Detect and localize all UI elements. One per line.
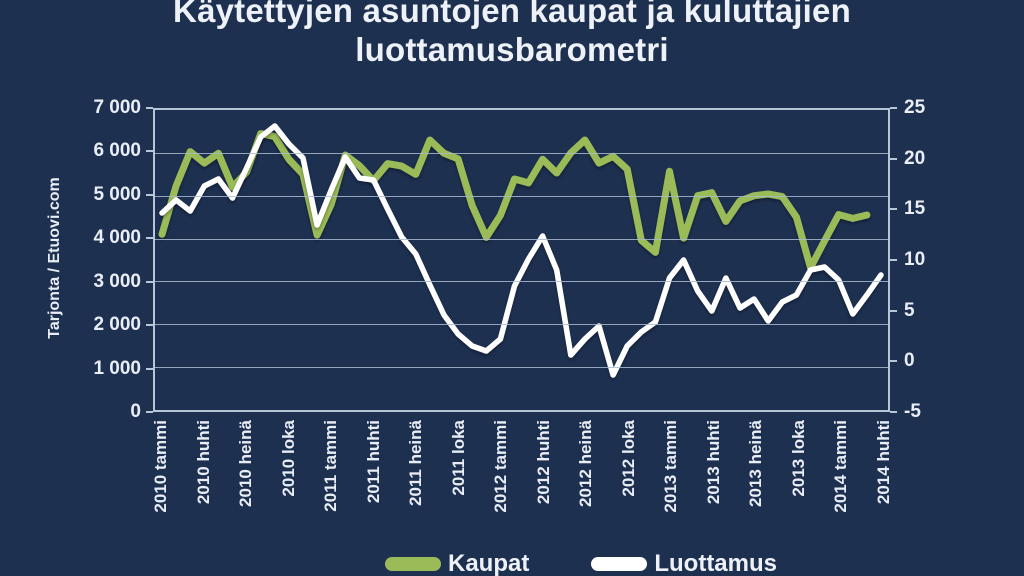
x-axis-tick-label: 2012 tammi	[491, 420, 511, 513]
gridline	[155, 281, 888, 283]
right-axis-tick	[890, 157, 897, 160]
left-axis-tick	[146, 237, 153, 240]
left-axis-tick-label: 7 000	[93, 97, 141, 118]
left-axis-tick-label: 2 000	[93, 314, 141, 336]
kaupat-legend-swatch	[385, 557, 441, 571]
chart-title-line1: Käytettyjen asuntojen kaupat ja kuluttaj…	[173, 0, 851, 29]
right-axis-tick	[890, 208, 897, 211]
right-axis-tick-label: 0	[904, 350, 915, 372]
plot-area	[153, 108, 890, 412]
x-axis-tick-label: 2014 tammi	[831, 420, 851, 513]
x-axis-tick-label: 2011 loka	[448, 420, 468, 496]
gridline	[155, 324, 888, 326]
left-axis-tick	[146, 280, 153, 283]
gridline	[155, 367, 888, 369]
left-axis-tick-label: 4 000	[93, 227, 141, 249]
right-axis-tick-label: 15	[904, 198, 926, 220]
x-axis-tick-label: 2012 heinä	[576, 420, 596, 507]
gridline	[155, 152, 888, 154]
chart-title: Käytettyjen asuntojen kaupat ja kuluttaj…	[0, 0, 1024, 69]
right-axis-tick-label: 25	[904, 97, 926, 118]
left-axis-tick-label: 5 000	[93, 183, 141, 205]
luottamus-legend-swatch	[591, 557, 648, 571]
x-axis-tick-label: 2010 heinä	[236, 420, 256, 507]
x-axis-tick-label: 2014 huhti	[873, 420, 893, 505]
kaupat-legend-label: Kaupat	[448, 550, 530, 576]
left-axis-tick	[146, 367, 153, 370]
left-axis-tick	[146, 411, 153, 413]
x-axis-tick-label: 2013 huhti	[703, 420, 723, 505]
x-axis-tick-label: 2011 heinä	[406, 420, 426, 507]
left-axis-tick-label: 1 000	[93, 357, 141, 379]
right-axis-tick-label: -5	[904, 401, 921, 422]
x-axis-tick-label: 2012 huhti	[533, 420, 553, 505]
legend: Kaupat Luottamus	[385, 551, 777, 576]
left-axis-tick	[146, 193, 153, 196]
gridline	[155, 238, 888, 240]
x-axis-tick-label: 2012 loka	[618, 420, 638, 497]
x-axis-tick-label: 2013 tammi	[661, 420, 681, 513]
left-axis-tick	[146, 150, 153, 153]
x-axis-tick-label: 2013 heinä	[746, 420, 766, 507]
x-axis-tick-label: 2011 huhti	[363, 420, 383, 504]
kaupat-line	[158, 130, 871, 272]
right-axis-tick	[890, 259, 897, 261]
luottamus-line	[159, 123, 884, 378]
x-axis-tick-label: 2013 loka	[788, 420, 808, 497]
left-axis-tick-label: 3 000	[93, 270, 141, 292]
legend-item-kaupat: Kaupat	[385, 551, 529, 576]
x-axis-tick-label: 2010 huhti	[193, 420, 213, 505]
left-axis-tick-label: 0	[130, 401, 141, 422]
left-axis-tick	[146, 107, 153, 109]
chart-title-line2: luottamusbarometri	[355, 31, 669, 68]
right-axis-tick-label: 10	[904, 249, 926, 270]
left-axis-tick-label: 6 000	[93, 140, 141, 162]
x-axis-tick-label: 2010 tammi	[151, 420, 171, 513]
legend-item-luottamus: Luottamus	[591, 551, 777, 576]
series-plot	[158, 123, 884, 378]
x-axis-tick-label: 2010 loka	[278, 420, 298, 497]
right-axis-tick	[890, 360, 897, 363]
x-axis-tick-label: 2011 tammi	[321, 420, 341, 512]
right-axis-tick-label: 20	[904, 147, 926, 169]
gridline	[155, 195, 888, 197]
left-axis-tick	[146, 324, 153, 327]
right-axis-tick	[890, 309, 897, 312]
right-axis-tick	[890, 411, 897, 413]
right-axis-tick-label: 5	[904, 299, 915, 321]
right-axis-tick	[890, 107, 897, 109]
luottamus-legend-label: Luottamus	[654, 550, 778, 576]
